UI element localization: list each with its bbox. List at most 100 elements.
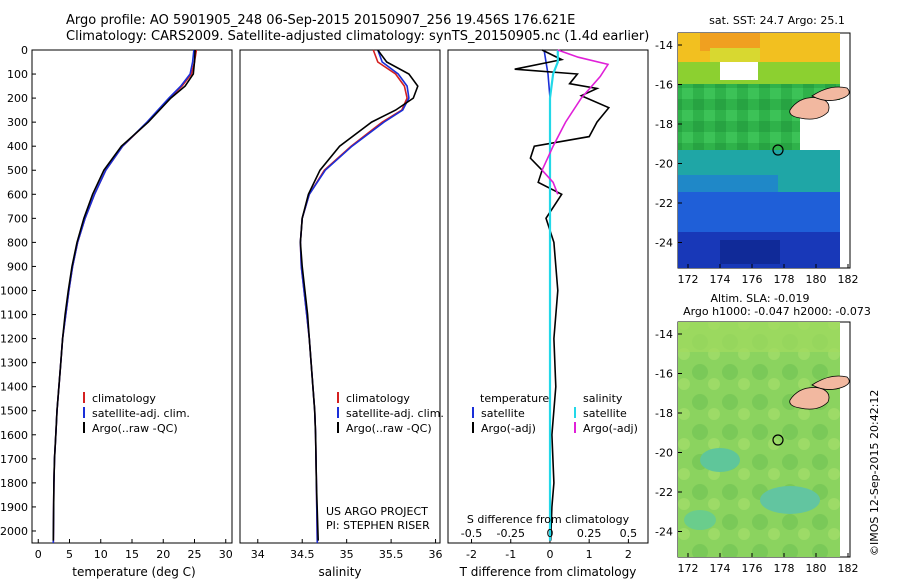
sla-map: [677, 321, 851, 558]
depth-tick-label: 0: [21, 44, 28, 57]
sla-lat-label: -22: [655, 486, 673, 499]
sla-map-title: Altim. SLA: -0.019: [710, 292, 809, 305]
profile-title: Argo profile: AO 5901905_248 06-Sep-2015…: [66, 13, 576, 28]
sla-map-subtitle: Argo h1000: -0.047 h2000: -0.073: [683, 305, 871, 318]
difference-series-1: [514, 49, 611, 541]
land-polygon: [811, 375, 850, 390]
difference-tick-label: -2: [466, 548, 477, 561]
argo-position-marker: [772, 144, 784, 156]
depth-tick-label: 1600: [0, 429, 28, 442]
s-difference-tick-label: 0.25: [577, 527, 602, 540]
sla-lat-label: -16: [655, 368, 673, 381]
temperature-legend: climatology satellite-adj. clim. Argo(..…: [83, 392, 190, 435]
difference-legend: temperature satellite Argo(-adj) salinit…: [472, 392, 638, 435]
credit-label: ©IMOS 12-Sep-2015 20:42:12: [868, 389, 881, 556]
land-polygon: [789, 97, 830, 120]
climatology-title: Climatology: CARS2009. Satellite-adjuste…: [66, 29, 650, 44]
legend-climatology: climatology: [346, 392, 410, 405]
sla-lon-label: 172: [678, 562, 699, 575]
salinity-axis-label: salinity: [318, 565, 361, 579]
salinity-legend: climatology satellite-adj. clim. Argo(..…: [337, 392, 444, 435]
sla-lon-label: 174: [710, 562, 731, 575]
land-polygon: [789, 387, 830, 410]
sst-lat-label: -24: [655, 237, 673, 250]
depth-tick-label: 500: [7, 164, 28, 177]
temperature-axis-label: temperature (deg C): [72, 565, 195, 579]
sla-lon-label: 178: [774, 562, 795, 575]
sst-lon-label: 180: [806, 273, 827, 286]
depth-tick-label: 1800: [0, 477, 28, 490]
salinity-plot-frame: [239, 49, 441, 544]
sst-lat-label: -16: [655, 79, 673, 92]
difference-plot-frame: [447, 49, 649, 544]
land-polygon: [811, 86, 850, 101]
temperature-tick-label: 30: [219, 548, 233, 561]
legend-satellite-adj: satellite-adj. clim.: [92, 407, 190, 420]
pi-label: PI: STEPHEN RISER: [326, 519, 430, 532]
legend-temperature-title: temperature: [480, 392, 549, 405]
difference-series-3: [541, 49, 610, 195]
depth-tick-label: 2000: [0, 525, 28, 538]
s-difference-tick-label: -0.5: [461, 527, 482, 540]
sla-lon-label: 180: [806, 562, 827, 575]
t-difference-axis-label: T difference from climatology: [459, 565, 637, 579]
legend-t-argo: Argo(-adj): [481, 422, 536, 435]
sst-lat-label: -18: [655, 118, 673, 131]
legend-salinity-title: salinity: [583, 392, 623, 405]
difference-tick-label: 0: [546, 548, 553, 561]
legend-argo: Argo(..raw -QC): [92, 422, 178, 435]
temperature-plot-frame: [31, 49, 233, 544]
sst-map: [677, 32, 851, 269]
argo-position-marker: [772, 434, 784, 446]
depth-tick-label: 1700: [0, 453, 28, 466]
legend-s-satellite: satellite: [583, 407, 627, 420]
depth-tick-label: 100: [7, 68, 28, 81]
depth-tick-label: 1500: [0, 405, 28, 418]
sst-lon-label: 176: [742, 273, 763, 286]
sla-lat-label: -20: [655, 447, 673, 460]
sla-lat-label: -24: [655, 526, 673, 539]
difference-tick-label: 2: [625, 548, 632, 561]
legend-climatology: climatology: [92, 392, 156, 405]
legend-satellite-adj: satellite-adj. clim.: [346, 407, 444, 420]
s-difference-tick-label: -0.25: [497, 527, 525, 540]
salinity-tick-label: 36: [429, 548, 443, 561]
sst-lat-label: -14: [655, 39, 673, 52]
legend-argo: Argo(..raw -QC): [346, 422, 432, 435]
temperature-tick-label: 15: [125, 548, 139, 561]
difference-tick-label: 1: [586, 548, 593, 561]
legend-s-argo: Argo(-adj): [583, 422, 638, 435]
sst-map-title: sat. SST: 24.7 Argo: 25.1: [709, 14, 845, 27]
sst-lon-label: 172: [678, 273, 699, 286]
salinity-tick-label: 35.5: [379, 548, 404, 561]
depth-tick-label: 1200: [0, 333, 28, 346]
difference-series-2: [548, 50, 559, 541]
salinity-tick-label: 34.5: [290, 548, 315, 561]
sla-lon-label: 176: [742, 562, 763, 575]
sla-lon-label: 182: [838, 562, 859, 575]
depth-tick-label: 800: [7, 236, 28, 249]
temperature-tick-label: 25: [188, 548, 202, 561]
sst-lat-label: -22: [655, 197, 673, 210]
legend-t-satellite: satellite: [481, 407, 525, 420]
depth-tick-label: 1000: [0, 284, 28, 297]
depth-tick-label: 1400: [0, 381, 28, 394]
temperature-series-2: [52, 49, 196, 541]
temperature-tick-label: 0: [35, 548, 42, 561]
depth-tick-label: 300: [7, 116, 28, 129]
s-difference-label: S difference from climatology: [467, 513, 630, 526]
sst-lon-label: 174: [710, 273, 731, 286]
depth-tick-label: 1900: [0, 501, 28, 514]
salinity-tick-label: 35: [340, 548, 354, 561]
salinity-series-2: [299, 49, 419, 541]
depth-tick-label: 600: [7, 188, 28, 201]
sla-lat-label: -18: [655, 407, 673, 420]
salinity-tick-label: 34: [251, 548, 265, 561]
sla-lat-label: -14: [655, 328, 673, 341]
s-difference-tick-label: 0: [546, 527, 553, 540]
project-label: US ARGO PROJECT: [326, 505, 428, 518]
depth-tick-label: 400: [7, 140, 28, 153]
depth-tick-label: 1100: [0, 309, 28, 322]
depth-tick-label: 1300: [0, 357, 28, 370]
difference-tick-label: -1: [505, 548, 516, 561]
